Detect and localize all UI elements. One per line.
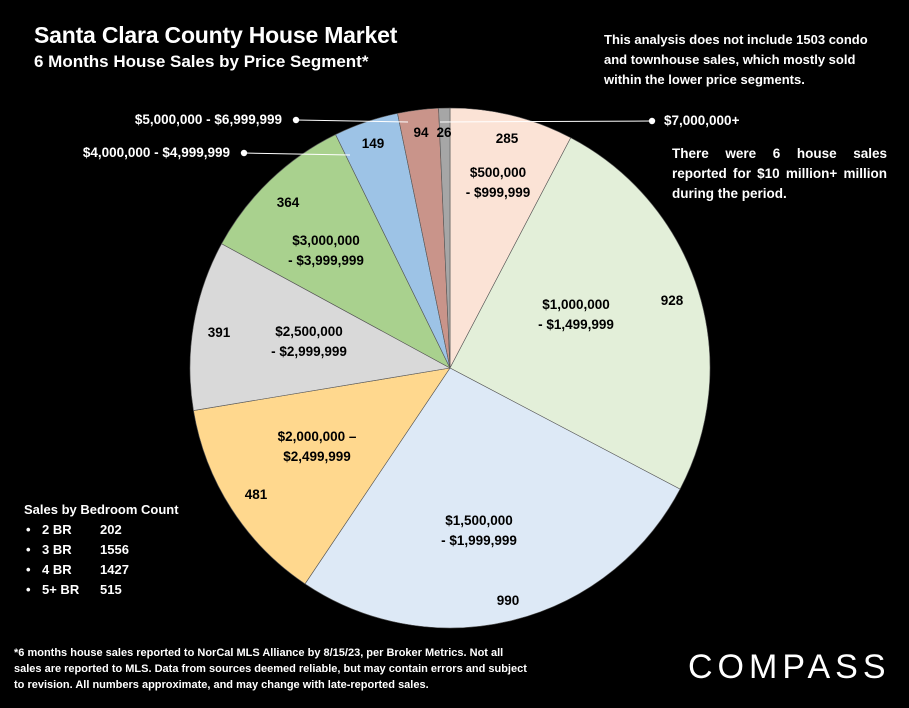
chart-title: Santa Clara County House Market: [34, 22, 398, 48]
pie-slice: [193, 367, 451, 585]
slice-category-line: $500,000: [470, 165, 526, 180]
leader-line: [439, 120, 653, 123]
pie-slice: [449, 107, 572, 369]
bedroom-value: 1556: [100, 542, 129, 557]
ten-million-note: There were 6 house sales reported for $1…: [672, 146, 887, 201]
pie-slice: [438, 107, 451, 369]
slice-category-line: $2,499,999: [283, 449, 351, 464]
slice-value-label: 364: [277, 195, 300, 210]
pie-slice: [189, 243, 451, 411]
slice-category-line: $1,500,000: [445, 513, 513, 528]
slice-value-label: 928: [661, 293, 684, 308]
footnote: *6 months house sales reported to NorCal…: [14, 647, 527, 691]
bedroom-count-heading: Sales by Bedroom Count: [24, 502, 179, 517]
bedroom-label: 2 BR: [42, 522, 72, 537]
slice-category-label: $4,000,000 - $4,999,999: [83, 145, 230, 160]
slice-value-label: 391: [208, 325, 231, 340]
chart-subtitle: 6 Months House Sales by Price Segment*: [34, 52, 369, 71]
slice-category-label: $3,000,000 - $3,999,999: [288, 233, 364, 268]
slice-category-label: $1,500,000 - $1,999,999: [441, 513, 517, 548]
bedroom-label: 3 BR: [42, 542, 72, 557]
bedroom-item: 4 BR 1427: [24, 560, 179, 580]
leader-line: [243, 152, 351, 156]
slice-value-label: 990: [497, 593, 520, 608]
slice-category-label: $2,000,000 – $2,499,999: [278, 429, 357, 464]
slice-category-line: $2,500,000: [275, 324, 343, 339]
bedroom-value: 515: [100, 582, 122, 597]
bedroom-item: 5+ BR 515: [24, 580, 179, 600]
slice-category-label: $1,000,000 - $1,499,999: [538, 297, 614, 332]
slice-category-label: $2,500,000 - $2,999,999: [271, 324, 347, 359]
slice-category-label: $500,000 - $999,999: [466, 165, 531, 200]
slice-category-line: - $1,499,999: [538, 317, 614, 332]
pie-slice: [304, 367, 681, 629]
bedroom-item: 3 BR 1556: [24, 540, 179, 560]
bedroom-value: 1427: [100, 562, 129, 577]
condo-exclusion-note: This analysis does not include 1503 cond…: [604, 32, 868, 87]
slice-category-line: $2,000,000 –: [278, 429, 357, 444]
slice-category-label: $5,000,000 - $6,999,999: [135, 112, 282, 127]
slice-value-label: 481: [245, 487, 268, 502]
slice-category-line: - $2,999,999: [271, 344, 347, 359]
slice-category-line: $1,000,000: [542, 297, 610, 312]
slice-value-label: 285: [496, 131, 519, 146]
leader-dot: [240, 149, 248, 157]
slice-category-line: - $3,999,999: [288, 253, 364, 268]
slice-category-line: $3,000,000: [292, 233, 360, 248]
bedroom-label: 5+ BR: [42, 582, 80, 597]
slice-value-label: 149: [362, 136, 385, 151]
bedroom-label: 4 BR: [42, 562, 72, 577]
slice-category-label: $7,000,000+: [664, 113, 740, 128]
slice-category-line: - $1,999,999: [441, 533, 517, 548]
leader-line: [295, 119, 409, 123]
bedroom-value: 202: [100, 522, 122, 537]
leader-dot: [648, 117, 656, 125]
compass-logo: COMPASS: [688, 648, 891, 686]
slice-value-label: 94: [413, 125, 429, 140]
bedroom-item: 2 BR 202: [24, 520, 179, 540]
leader-dot: [292, 116, 300, 124]
slice-category-line: - $999,999: [466, 185, 531, 200]
slice-value-label: 26: [436, 125, 452, 140]
pie-slice: [221, 134, 451, 369]
pie-slice: [449, 137, 711, 490]
